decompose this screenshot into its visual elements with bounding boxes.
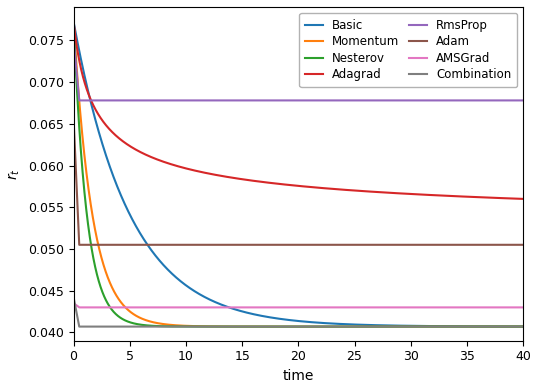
Nesterov — [519, 324, 526, 329]
Adam — [70, 117, 77, 122]
Nesterov — [70, 20, 77, 24]
Nesterov — [397, 324, 404, 329]
Line: Nesterov: Nesterov — [74, 22, 523, 326]
AMSGrad — [484, 305, 490, 310]
Legend: Basic, Momentum, Nesterov, Adagrad, RmsProp, Adam, AMSGrad, Combination: Basic, Momentum, Nesterov, Adagrad, RmsP… — [299, 13, 517, 87]
Adam — [263, 243, 270, 247]
Basic — [484, 324, 490, 329]
Adam — [520, 243, 526, 247]
Basic — [506, 324, 513, 329]
Momentum — [263, 324, 270, 329]
Adagrad — [284, 183, 291, 187]
Line: Adam: Adam — [74, 120, 523, 245]
Adagrad — [263, 180, 270, 185]
AMSGrad — [506, 305, 513, 310]
Momentum — [397, 324, 404, 329]
Y-axis label: $r_t$: $r_t$ — [7, 168, 23, 180]
Nesterov — [263, 324, 270, 329]
Basic — [520, 324, 526, 329]
Basic — [259, 314, 266, 318]
Adam — [284, 243, 291, 247]
Nesterov — [484, 324, 490, 329]
Adagrad — [70, 20, 77, 24]
Line: Combination: Combination — [74, 298, 523, 326]
Nesterov — [520, 324, 526, 329]
Combination — [397, 324, 404, 329]
Adagrad — [484, 195, 490, 200]
Nesterov — [259, 324, 266, 329]
Adagrad — [520, 197, 526, 201]
RmsProp — [259, 98, 266, 103]
Momentum — [520, 324, 526, 329]
Combination — [520, 324, 526, 329]
Momentum — [484, 324, 490, 329]
Combination — [506, 324, 513, 329]
Combination — [484, 324, 490, 329]
AMSGrad — [259, 305, 266, 310]
RmsProp — [506, 98, 513, 103]
Basic — [70, 20, 77, 24]
Adam — [76, 243, 82, 247]
Momentum — [506, 324, 513, 329]
Adam — [484, 243, 490, 247]
RmsProp — [397, 98, 404, 103]
AMSGrad — [397, 305, 404, 310]
Momentum — [259, 324, 266, 329]
RmsProp — [520, 98, 526, 103]
Line: AMSGrad: AMSGrad — [74, 303, 523, 307]
AMSGrad — [76, 305, 82, 310]
RmsProp — [76, 98, 82, 103]
Momentum — [70, 20, 77, 24]
RmsProp — [284, 98, 291, 103]
Momentum — [284, 324, 291, 329]
Nesterov — [506, 324, 513, 329]
Adagrad — [506, 196, 513, 201]
Adam — [259, 243, 266, 247]
AMSGrad — [70, 301, 77, 305]
Combination — [259, 324, 266, 329]
Adam — [397, 243, 404, 247]
AMSGrad — [520, 305, 526, 310]
Adagrad — [397, 191, 404, 196]
Line: RmsProp: RmsProp — [74, 40, 523, 100]
AMSGrad — [284, 305, 291, 310]
Line: Adagrad: Adagrad — [74, 22, 523, 199]
Basic — [263, 314, 270, 319]
Line: Momentum: Momentum — [74, 22, 523, 326]
Combination — [76, 324, 82, 329]
RmsProp — [484, 98, 490, 103]
Nesterov — [284, 324, 291, 329]
Line: Basic: Basic — [74, 22, 523, 326]
Basic — [397, 323, 404, 328]
Combination — [263, 324, 270, 329]
RmsProp — [263, 98, 270, 103]
Combination — [284, 324, 291, 329]
Combination — [70, 295, 77, 300]
RmsProp — [70, 38, 77, 43]
X-axis label: time: time — [282, 369, 314, 383]
Adam — [506, 243, 513, 247]
AMSGrad — [263, 305, 270, 310]
Basic — [284, 317, 291, 322]
Adagrad — [259, 180, 266, 184]
